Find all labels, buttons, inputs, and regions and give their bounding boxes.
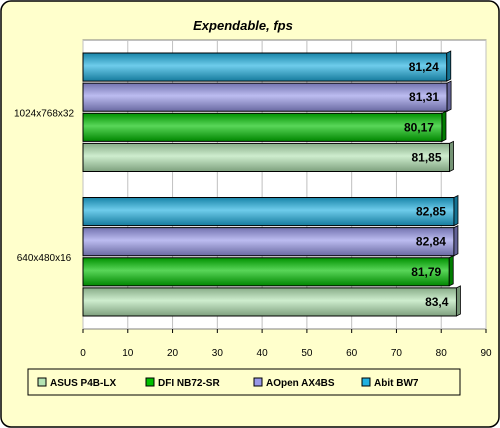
legend-swatch-dfi-nb72-sr [145, 377, 155, 387]
x-tick-label: 30 [212, 348, 224, 359]
bar-end-cap [446, 80, 452, 112]
category-label: 640x480x16 [17, 253, 72, 264]
legend: ASUS P4B-LX DFI NB72-SR AOpen AX4BS Abit BW… [27, 368, 461, 396]
x-tick-label: 90 [480, 348, 492, 359]
legend-label-asus-p4b-lx: ASUS P4B-LX [50, 378, 116, 389]
category-label: 1024x768x32 [14, 108, 74, 119]
x-tick-label: 0 [80, 348, 86, 359]
bar-dfi-nb72-sr [82, 112, 443, 142]
bars: 81,24 81,31 80,17 81,85 82,85 82,84 81,79 83,4 [82, 50, 461, 317]
x-tick-label: 10 [122, 348, 134, 359]
bar-end-cap [449, 140, 454, 173]
bar-asus-p4b-lx [82, 287, 457, 317]
chart-title: Expendable, fps [193, 18, 293, 33]
data-label: 81,85 [411, 150, 441, 164]
data-label: 82,85 [416, 205, 446, 219]
legend-label-abit-bw7: Abit BW7 [374, 378, 419, 389]
bar-end-cap [441, 110, 447, 143]
x-tick-label: 50 [301, 348, 313, 359]
bar-end-cap [448, 255, 454, 287]
bar-abit-bw7 [82, 197, 455, 227]
legend-swatch-asus-p4b-lx [37, 377, 47, 387]
bar-aopen-ax4bs [82, 227, 455, 257]
category-labels: 1024x768x32 640x480x16 [14, 108, 74, 264]
x-tick-label: 60 [346, 348, 358, 359]
x-tick-label: 70 [391, 348, 403, 359]
legend-swatch-aopen-ax4bs [253, 377, 263, 387]
data-label: 82,84 [416, 235, 446, 249]
data-label: 81,79 [411, 265, 441, 279]
bar-end-cap [453, 224, 459, 257]
x-tick-label: 80 [436, 348, 448, 359]
data-label: 81,24 [409, 60, 439, 74]
bar-end-cap [456, 285, 461, 317]
legend-swatch-abit-bw7 [361, 377, 371, 387]
x-tick-label: 40 [257, 348, 269, 359]
x-tick-label: 20 [167, 348, 179, 359]
bar-asus-p4b-lx [82, 142, 451, 172]
legend-label-dfi-nb72-sr: DFI NB72-SR [158, 378, 220, 389]
bar-aopen-ax4bs [82, 82, 448, 112]
bar-end-cap [453, 194, 459, 227]
bar-dfi-nb72-sr [82, 257, 450, 287]
legend-box [27, 368, 461, 396]
data-label: 80,17 [404, 120, 434, 134]
legend-label-aopen-ax4bs: AOpen AX4BS [266, 378, 335, 389]
bar-abit-bw7 [82, 52, 448, 82]
bar-end-cap [446, 50, 452, 82]
data-label: 83,4 [425, 295, 449, 309]
data-label: 81,31 [409, 90, 439, 104]
x-axis-ticks: 0 10 20 30 40 50 60 70 80 90 [80, 329, 492, 359]
